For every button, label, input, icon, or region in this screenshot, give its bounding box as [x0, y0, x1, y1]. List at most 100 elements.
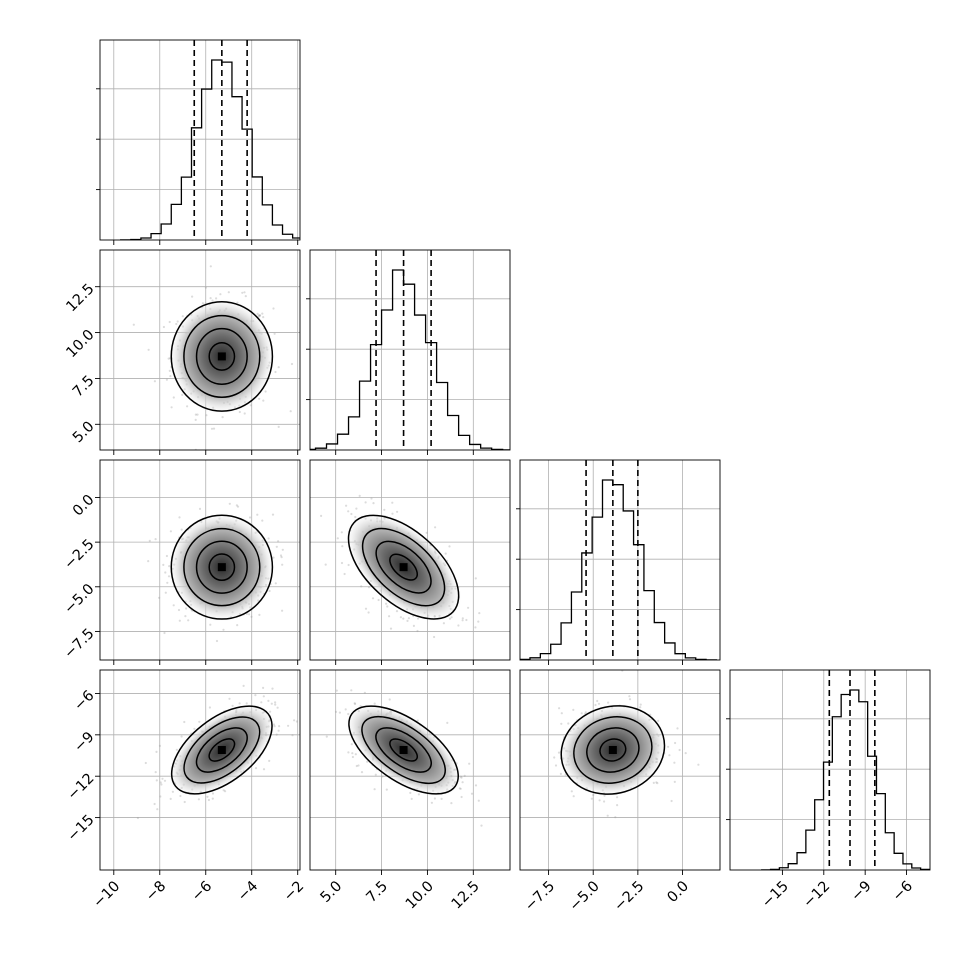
sample-point — [254, 767, 258, 770]
sample-point — [628, 698, 632, 701]
sample-point — [364, 501, 367, 504]
contour-1.5sigma — [183, 527, 261, 607]
sample-point — [281, 548, 284, 551]
sample-point — [474, 577, 477, 580]
sample-point — [616, 796, 619, 799]
sample-point — [684, 752, 687, 755]
sample-point — [553, 756, 556, 759]
panel-2-2 — [516, 459, 721, 665]
panel-3-1: 5.0 7.5 10.0 12.5 — [309, 669, 511, 912]
peak-marker — [217, 563, 226, 572]
sample-point — [242, 684, 245, 688]
x-tick-label: 5.0 — [318, 878, 346, 906]
sample-point — [478, 612, 481, 615]
sample-point — [590, 797, 593, 800]
sample-point — [570, 790, 573, 793]
sample-point — [560, 722, 563, 725]
panel-2-0: −7.5 −5.0 −2.5 0.0 — [61, 459, 303, 665]
sample-point — [597, 702, 601, 705]
sample-point — [407, 617, 410, 620]
density-layer — [147, 502, 303, 643]
sample-point — [416, 629, 419, 633]
sample-point — [344, 708, 347, 711]
sample-point — [211, 797, 214, 800]
sample-point — [385, 602, 388, 605]
sample-point — [162, 325, 165, 329]
sample-point — [271, 513, 275, 516]
sample-point — [177, 608, 181, 612]
sample-point — [154, 771, 157, 774]
sample-point — [347, 510, 350, 513]
sample-point — [676, 727, 679, 730]
sample-point — [607, 701, 610, 704]
sample-point — [668, 754, 671, 757]
sample-point — [224, 790, 227, 793]
y-tick-label: −7.5 — [61, 626, 97, 662]
sample-point — [301, 545, 303, 547]
sample-point — [467, 606, 470, 609]
sample-point — [291, 734, 294, 737]
sample-point — [205, 414, 208, 417]
x-tick-label: −9 — [848, 878, 874, 904]
sample-point — [264, 390, 267, 393]
sample-point — [358, 494, 361, 497]
panel-frame — [99, 249, 301, 451]
sample-point — [350, 512, 353, 516]
grid-lines — [730, 670, 930, 870]
sample-point — [598, 799, 601, 802]
sample-point — [169, 375, 172, 378]
sample-point — [155, 750, 158, 754]
sample-point — [341, 545, 344, 548]
panel-frame — [519, 459, 721, 661]
sample-point — [287, 724, 290, 727]
sample-point — [347, 751, 350, 754]
sample-point — [370, 497, 373, 500]
sample-point — [430, 801, 433, 804]
sample-point — [248, 516, 252, 519]
sample-point — [385, 788, 388, 791]
sample-point — [231, 704, 234, 707]
sample-point — [158, 596, 161, 599]
sample-point — [197, 798, 200, 801]
sample-point — [639, 703, 642, 706]
sample-point — [280, 556, 283, 559]
sample-point — [153, 380, 156, 383]
sample-point — [554, 764, 558, 767]
sample-point — [360, 771, 364, 774]
y-tick-label: 12.5 — [64, 281, 98, 315]
sample-point — [180, 735, 183, 738]
sample-point — [417, 793, 420, 796]
sample-point — [198, 507, 202, 510]
sample-point — [373, 788, 376, 791]
sample-point — [258, 397, 261, 400]
panel-3-2: −7.5 −5.0 −2.5 0.0 — [519, 669, 721, 915]
sample-point — [477, 799, 480, 802]
sample-point — [477, 620, 480, 623]
sample-point — [156, 808, 159, 811]
y-tick-label: 5.0 — [70, 419, 98, 447]
panel-frame — [309, 669, 511, 871]
sample-point — [442, 622, 445, 625]
sample-point — [163, 631, 166, 635]
sample-point — [474, 784, 478, 787]
peak-marker — [608, 746, 617, 754]
sample-point — [412, 624, 415, 628]
sample-point — [458, 787, 461, 790]
sample-point — [169, 797, 172, 801]
sample-point — [614, 816, 617, 819]
sample-point — [194, 413, 197, 416]
sample-point — [132, 323, 135, 326]
sample-point — [166, 581, 169, 584]
sample-point — [261, 312, 264, 315]
sample-point — [238, 410, 241, 414]
sample-point — [354, 702, 357, 706]
sample-point — [196, 413, 199, 416]
sample-point — [678, 748, 681, 752]
sample-point — [673, 780, 676, 784]
sample-point — [228, 697, 231, 700]
sample-point — [227, 291, 230, 294]
sample-point — [289, 410, 292, 413]
contour-0.5sigma — [208, 738, 236, 762]
sample-point — [628, 695, 631, 698]
y-tick-label: −6 — [71, 688, 97, 714]
